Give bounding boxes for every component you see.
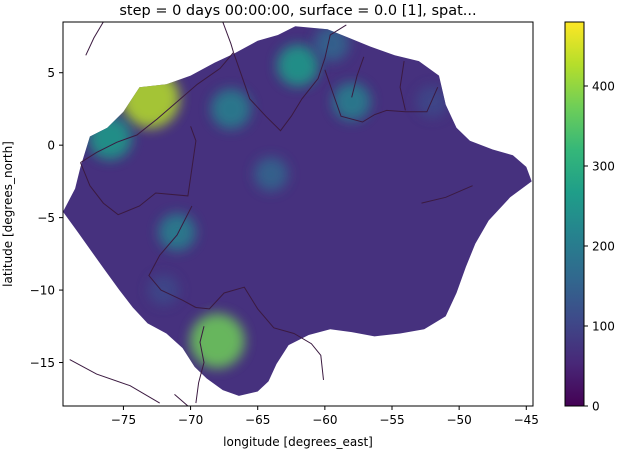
border-line [174,394,189,406]
x-axis-label: longitude [degrees_east] [223,435,373,449]
y-tick-label: −15 [30,356,55,370]
x-axis: −75 −70 −65 −60 −55 −50 −45 [111,406,539,427]
border-line [195,286,324,380]
y-tick-label: 0 [47,139,55,153]
x-tick-label: −75 [111,413,136,427]
y-axis: 5 0 −5 −10 −15 [30,66,63,370]
y-tick-label: −5 [37,211,55,225]
colorbar-tick-label: 0 [592,400,600,414]
x-tick-label: −60 [312,413,337,427]
x-tick-label: −45 [514,413,539,427]
data-hotspot [416,85,449,118]
data-hotspot [158,213,196,251]
border-line [148,205,197,308]
colorbar-ticks: 0 100 200 300 400 [584,80,615,414]
colorbar-fill [564,21,585,407]
chart-title: step = 0 days 00:00:00, surface = 0.0 [1… [119,3,476,19]
data-hotspot [148,274,180,306]
border-line [80,126,197,216]
border-line [85,22,104,56]
border-line [195,326,205,404]
plot-frame [62,21,534,407]
border-line [351,56,365,98]
x-tick-label: −65 [245,413,270,427]
data-hotspot [190,313,245,369]
border-line [233,24,347,132]
data-hotspot [313,26,350,62]
colorbar: 0 100 200 300 400 [564,21,615,414]
border-line [399,61,406,111]
x-tick-label: −50 [446,413,471,427]
data-hotspot [254,157,288,192]
x-tick-label: −55 [379,413,404,427]
border-line [69,359,160,404]
y-tick-label: −10 [30,284,55,298]
country-borders [69,22,473,406]
colorbar-tick-label: 300 [592,160,615,174]
data-hotspot [332,82,371,121]
y-axis-label: latitude [degrees_north] [1,141,15,287]
plot-area [63,22,533,406]
border-line [421,185,473,204]
y-tick-label: 5 [47,66,55,80]
colorbar-tick-label: 400 [592,80,615,94]
border-line [80,52,234,164]
data-hotspot [210,88,251,129]
colorbar-tick-label: 100 [592,320,615,334]
data-hotspot [277,44,319,87]
data-region [63,26,532,396]
colorbar-tick-label: 200 [592,240,615,254]
x-tick-label: −70 [178,413,203,427]
border-line [324,69,439,123]
border-line [222,22,234,53]
